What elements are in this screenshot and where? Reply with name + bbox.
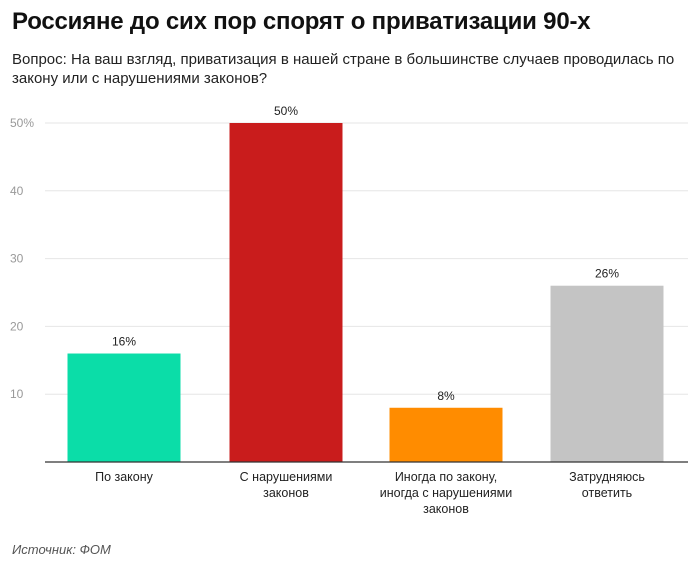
bar-value-label: 26%: [595, 267, 619, 281]
chart-subtitle: Вопрос: На ваш взгляд, приватизация в на…: [12, 51, 675, 87]
bar: [67, 353, 181, 462]
bar-value-label: 16%: [112, 335, 136, 349]
y-tick-label: 30: [10, 252, 24, 266]
bar-value-label: 50%: [274, 104, 298, 118]
category-label: иногда с нарушениями: [380, 486, 512, 500]
bar: [389, 407, 503, 462]
source-note: Источник: ФОМ: [12, 542, 111, 557]
category-label: ответить: [582, 486, 632, 500]
y-tick-label: 20: [10, 319, 24, 333]
category-label: законов: [263, 486, 309, 500]
bar: [550, 285, 664, 462]
category-label: Затрудняюсь: [569, 470, 645, 484]
chart-title: Россияне до сих пор спорят о приватизаци…: [12, 8, 591, 35]
y-tick-label: 50%: [10, 116, 34, 130]
bar-value-label: 8%: [437, 389, 455, 403]
category-label: законов: [423, 502, 469, 516]
bar: [229, 123, 343, 462]
y-tick-label: 40: [10, 184, 24, 198]
category-label: По закону: [95, 470, 154, 484]
category-label: Иногда по закону,: [395, 470, 497, 484]
category-label: С нарушениями: [240, 470, 333, 484]
y-tick-label: 10: [10, 387, 24, 401]
